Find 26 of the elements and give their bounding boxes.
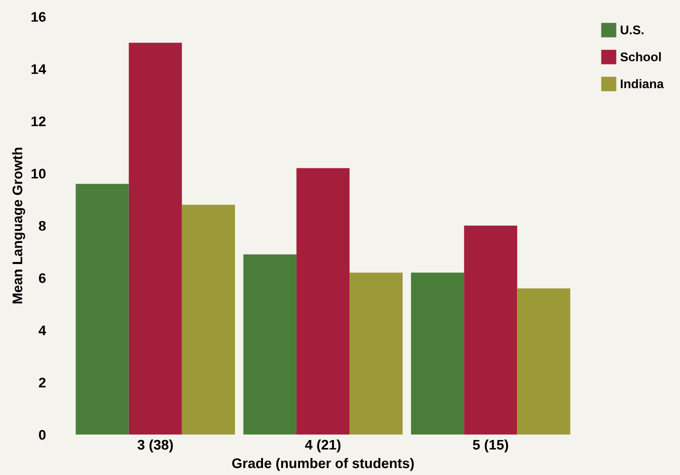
y-tick-label: 10 [32, 168, 46, 179]
y-tick-label: 16 [32, 12, 46, 22]
y-tick-label: 8 [38, 220, 46, 231]
bar [350, 272, 403, 435]
x-axis-title: Grade (number of students) [232, 458, 414, 471]
y-axis-title: Mean Language Growth [12, 148, 26, 304]
x-tick-label: 5 (15) [472, 439, 508, 452]
bar [76, 184, 129, 435]
legend-label: U.S. [620, 26, 644, 34]
y-tick-label: 0 [38, 430, 46, 440]
bar [411, 272, 464, 435]
bar [128, 42, 182, 435]
bar [296, 168, 350, 435]
legend-label: Indiana [620, 79, 664, 88]
y-tick-label: 12 [32, 116, 46, 126]
y-tick-label: 2 [38, 378, 46, 388]
x-tick-label: 4 (21) [305, 439, 340, 452]
y-tick-label: 14 [32, 64, 46, 74]
bar [182, 204, 235, 435]
legend-label: School [620, 52, 661, 62]
bar [464, 226, 518, 435]
y-tick-label: 6 [38, 273, 46, 284]
bar [517, 288, 570, 435]
y-tick-label: 4 [38, 326, 46, 336]
x-tick-label: 3 (38) [138, 439, 173, 452]
bar [243, 254, 296, 435]
